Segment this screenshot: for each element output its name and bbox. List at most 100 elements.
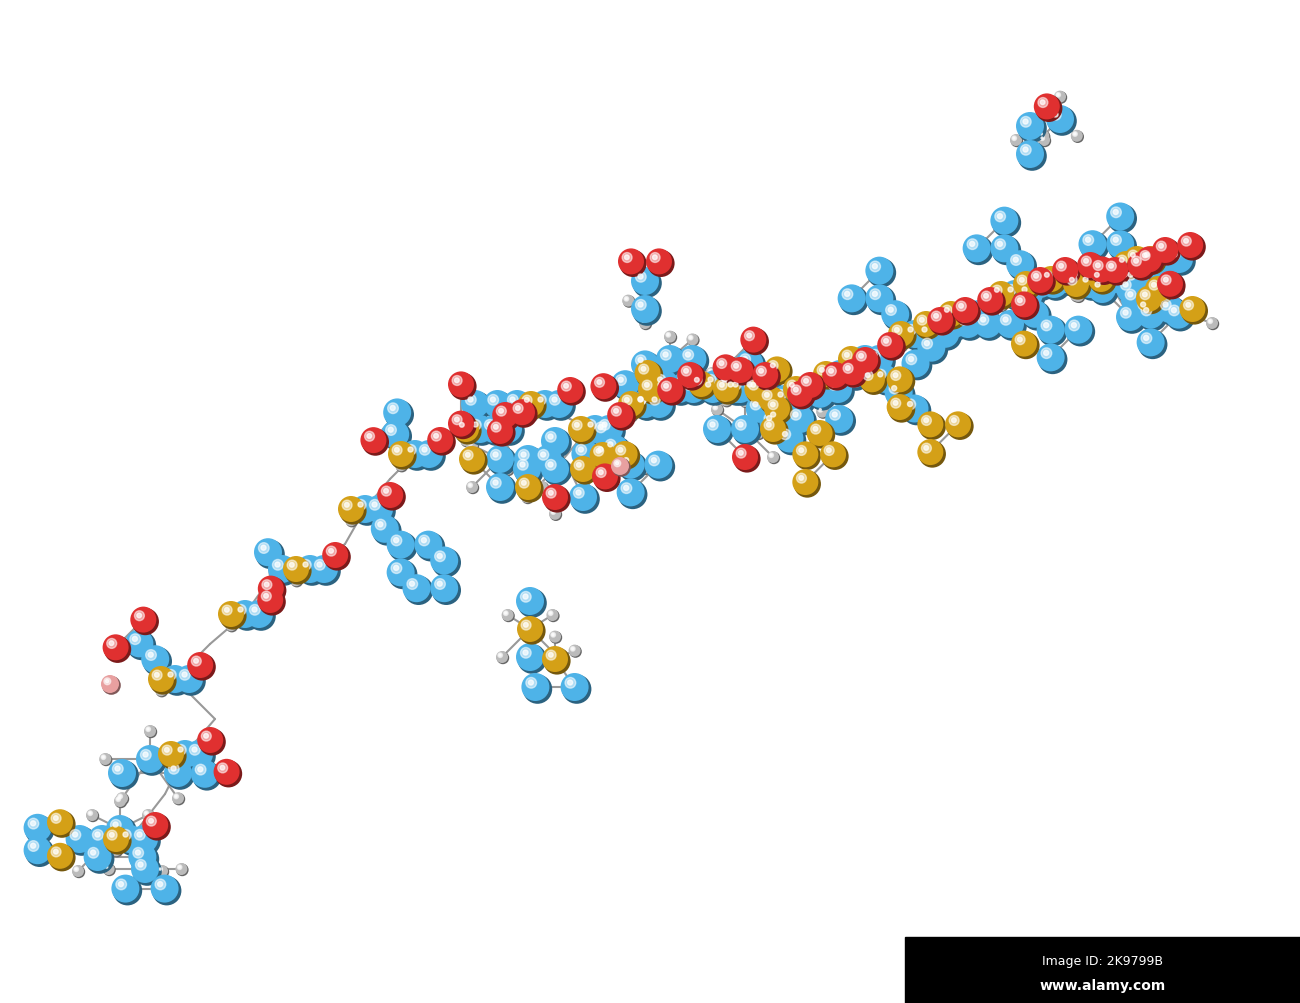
Circle shape — [1096, 264, 1100, 269]
Circle shape — [956, 312, 985, 341]
Circle shape — [767, 451, 779, 463]
Circle shape — [176, 864, 187, 876]
Circle shape — [681, 367, 692, 377]
Circle shape — [692, 378, 705, 390]
Circle shape — [827, 362, 857, 391]
Circle shape — [814, 391, 816, 393]
Circle shape — [777, 392, 783, 397]
Circle shape — [1144, 255, 1156, 266]
Circle shape — [264, 583, 269, 587]
Circle shape — [597, 449, 601, 453]
Circle shape — [468, 417, 497, 446]
Circle shape — [1126, 248, 1153, 276]
Circle shape — [645, 451, 672, 479]
Circle shape — [870, 262, 880, 273]
Circle shape — [168, 762, 170, 764]
Circle shape — [562, 470, 564, 472]
Circle shape — [946, 318, 952, 323]
Circle shape — [846, 367, 852, 371]
Circle shape — [1144, 256, 1149, 260]
Circle shape — [797, 473, 806, 483]
Circle shape — [601, 435, 612, 447]
Circle shape — [680, 377, 710, 406]
Circle shape — [144, 725, 156, 737]
Circle shape — [853, 348, 879, 374]
Circle shape — [941, 312, 971, 341]
Circle shape — [1138, 300, 1149, 311]
Circle shape — [576, 490, 581, 495]
Circle shape — [1134, 296, 1162, 324]
Circle shape — [188, 654, 216, 681]
Circle shape — [653, 256, 658, 261]
Circle shape — [634, 361, 660, 386]
Circle shape — [190, 745, 200, 755]
Circle shape — [568, 645, 581, 657]
Circle shape — [202, 731, 211, 741]
Circle shape — [801, 377, 811, 386]
Circle shape — [1136, 301, 1165, 329]
Circle shape — [789, 383, 794, 388]
Circle shape — [47, 843, 73, 869]
Circle shape — [818, 383, 829, 395]
Circle shape — [1017, 282, 1045, 312]
Circle shape — [653, 377, 681, 406]
Circle shape — [630, 382, 644, 395]
Circle shape — [530, 646, 542, 658]
Circle shape — [468, 441, 472, 446]
Circle shape — [627, 387, 640, 399]
Circle shape — [255, 540, 285, 570]
Circle shape — [190, 758, 202, 771]
Circle shape — [261, 592, 272, 602]
Circle shape — [844, 364, 853, 374]
Circle shape — [961, 318, 966, 323]
Circle shape — [694, 378, 699, 383]
Circle shape — [448, 372, 474, 398]
Circle shape — [543, 485, 571, 514]
Circle shape — [547, 610, 559, 623]
Circle shape — [614, 412, 625, 424]
Circle shape — [1026, 305, 1036, 316]
Circle shape — [504, 392, 534, 421]
Circle shape — [679, 364, 706, 391]
Circle shape — [528, 413, 530, 415]
Circle shape — [519, 450, 529, 460]
Circle shape — [195, 764, 205, 775]
Circle shape — [952, 319, 965, 332]
Circle shape — [612, 372, 642, 401]
Circle shape — [361, 429, 389, 456]
Circle shape — [108, 816, 136, 846]
Circle shape — [1037, 134, 1050, 146]
Circle shape — [771, 385, 800, 413]
Circle shape — [913, 312, 939, 338]
Circle shape — [542, 646, 568, 672]
Circle shape — [803, 379, 809, 384]
Circle shape — [885, 379, 913, 407]
Circle shape — [638, 365, 649, 375]
Circle shape — [465, 481, 478, 493]
Circle shape — [624, 485, 629, 490]
Circle shape — [360, 427, 386, 453]
Circle shape — [940, 303, 967, 330]
Circle shape — [172, 740, 199, 768]
Circle shape — [517, 645, 547, 674]
Circle shape — [840, 348, 867, 375]
Circle shape — [571, 457, 598, 485]
Circle shape — [1046, 278, 1052, 283]
Circle shape — [88, 811, 92, 815]
Circle shape — [191, 760, 204, 773]
Circle shape — [523, 675, 552, 704]
Circle shape — [1143, 251, 1152, 261]
Circle shape — [517, 589, 547, 618]
Circle shape — [686, 335, 699, 347]
Circle shape — [838, 287, 868, 316]
Circle shape — [108, 833, 121, 847]
Circle shape — [714, 407, 716, 409]
Circle shape — [727, 358, 753, 383]
Circle shape — [922, 332, 927, 336]
Circle shape — [1140, 252, 1150, 261]
Circle shape — [1141, 306, 1152, 316]
Circle shape — [1071, 131, 1084, 143]
Circle shape — [798, 374, 826, 401]
Circle shape — [510, 400, 536, 426]
Circle shape — [157, 662, 170, 675]
